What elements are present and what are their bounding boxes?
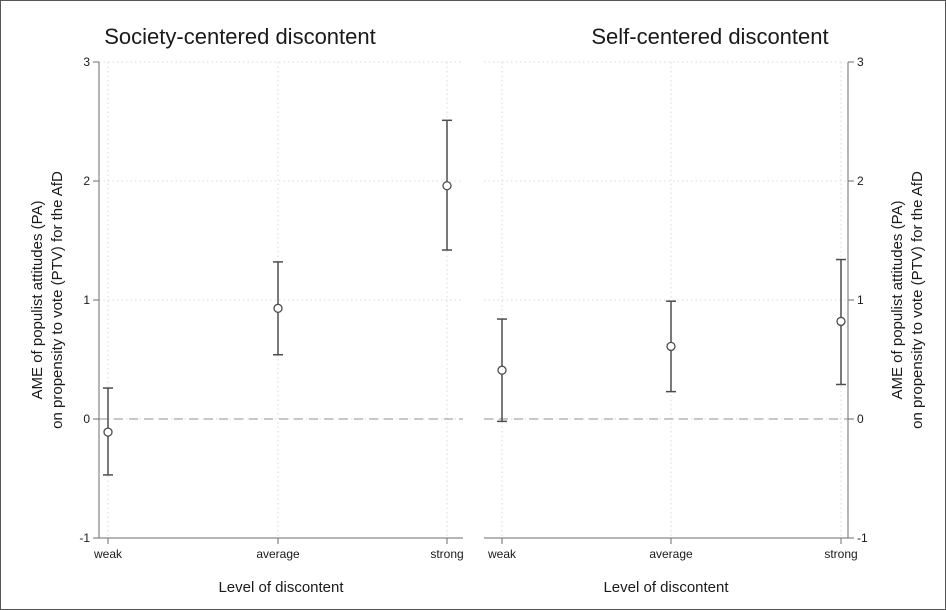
x-tick-label: average (256, 547, 300, 561)
x-axis-title: Level of discontent (603, 579, 729, 596)
x-tick-label: weak (487, 547, 517, 561)
y-tick-label: 2 (83, 174, 90, 188)
panel-society-centered: Society-centered discontent -1 0 1 2 3 AME of … (29, 24, 464, 596)
y-tick-label: 2 (857, 174, 864, 188)
y-axis-title-line1: AME of populist attitudes (PA) (29, 201, 46, 400)
y-tick-label: -1 (857, 531, 868, 545)
y-tick-label: 1 (857, 293, 864, 307)
panel-title: Self-centered discontent (591, 24, 828, 49)
point-estimate-marker (103, 427, 113, 437)
y-tick-label: 3 (83, 55, 90, 69)
y-tick-label: 1 (83, 293, 90, 307)
panel-title: Society-centered discontent (104, 24, 376, 49)
x-tick-label: weak (93, 547, 123, 561)
point-estimate-marker (836, 316, 846, 327)
x-axis-title: Level of discontent (218, 579, 344, 596)
point-estimate-marker (273, 303, 283, 313)
y-axis-title-line1: AME of populist attitudes (PA) (889, 201, 906, 400)
point-estimate-marker (442, 181, 452, 191)
y-tick-label: 0 (857, 412, 864, 426)
point-estimate-marker (666, 341, 676, 352)
x-tick-label: average (649, 547, 693, 561)
y-tick-label: 0 (83, 412, 90, 426)
y-tick-label: 3 (857, 55, 864, 69)
y-axis-title-line2: on propensity to vote (PTV) for the AfD (49, 171, 66, 429)
panel-self-centered: Self-centered discontent -1 0 1 2 3 AME of pop… (484, 24, 926, 596)
point-estimate-marker (497, 365, 507, 375)
y-tick-label: -1 (79, 531, 90, 545)
x-tick-label: strong (430, 547, 463, 561)
y-axis-title-line2: on propensity to vote (PTV) for the AfD (909, 171, 926, 429)
x-tick-label: strong (824, 547, 857, 561)
